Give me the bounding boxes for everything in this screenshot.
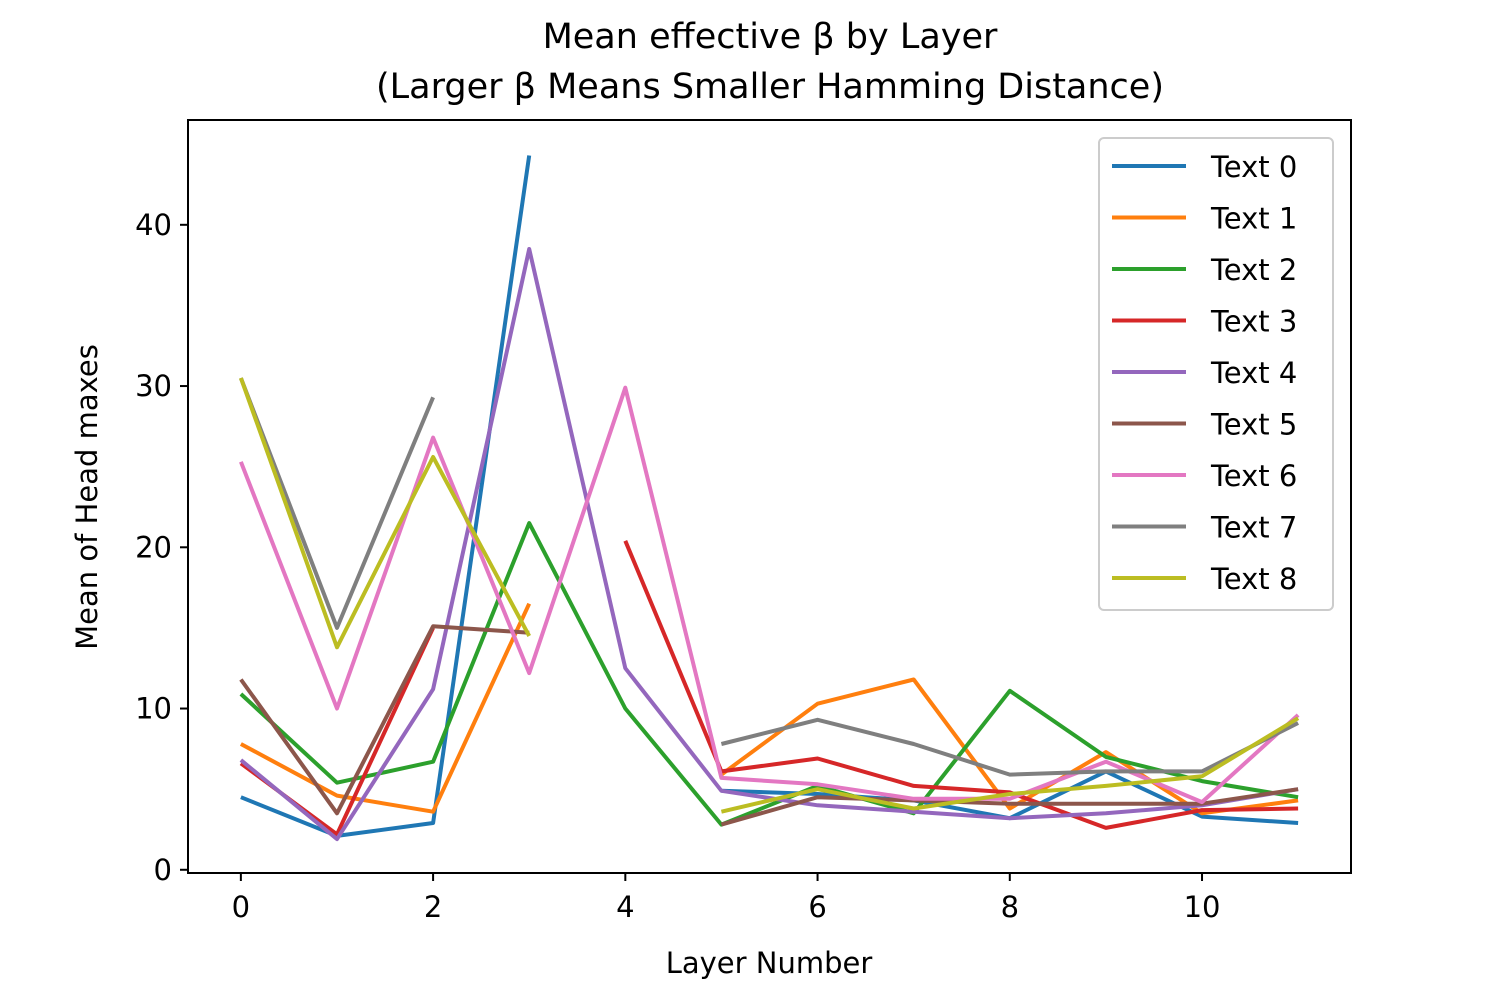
legend-box — [1098, 137, 1334, 611]
legend-item: Text 3 — [1112, 305, 1297, 339]
y-tick-label: 40 — [135, 208, 172, 242]
x-tick-label: 8 — [1001, 890, 1019, 924]
chart-title-line-2: (Larger β Means Smaller Hamming Distance… — [376, 67, 1164, 107]
legend-label: Text 4 — [1210, 356, 1297, 390]
series-text-1 — [239, 602, 1299, 816]
legend-item: Text 0 — [1112, 150, 1297, 184]
chart-title: Mean effective β by Layer (Larger β Mean… — [376, 17, 1164, 107]
legend-item: Text 5 — [1112, 408, 1297, 442]
series-line — [239, 377, 1299, 777]
legend-label: Text 8 — [1210, 562, 1297, 596]
series-text-5 — [239, 624, 1299, 827]
x-axis-label: Layer Number — [666, 946, 873, 980]
y-tick-label: 30 — [135, 369, 172, 403]
chart-title-line-1: Mean effective β by Layer — [543, 17, 998, 57]
series-text-7 — [239, 377, 1299, 777]
series-line — [239, 624, 1299, 827]
y-tick-label: 0 — [154, 853, 172, 887]
legend-label: Text 3 — [1210, 305, 1297, 339]
legend-label: Text 2 — [1210, 253, 1297, 287]
y-tick-label: 20 — [135, 530, 172, 564]
series-line — [239, 602, 1299, 816]
legend-label: Text 0 — [1210, 150, 1297, 184]
legend-label: Text 1 — [1210, 202, 1297, 236]
y-axis: 0 10 20 30 40 — [135, 208, 188, 887]
series-line — [239, 385, 1300, 805]
series-text-4 — [239, 247, 1299, 842]
series-line — [239, 247, 1299, 842]
legend-item: Text 1 — [1112, 202, 1297, 236]
x-tick-label: 10 — [1184, 890, 1221, 924]
legend-item: Text 4 — [1112, 356, 1297, 390]
x-tick-label: 4 — [616, 890, 634, 924]
series-line — [239, 521, 1299, 827]
x-tick-label: 0 — [232, 890, 250, 924]
x-tick-label: 2 — [424, 890, 442, 924]
series-text-8 — [239, 377, 1300, 814]
legend-item: Text 7 — [1112, 511, 1297, 545]
legend-label: Text 6 — [1210, 459, 1297, 493]
series-layer — [239, 155, 1300, 842]
legend-label: Text 5 — [1210, 408, 1297, 442]
legend-label: Text 7 — [1210, 511, 1297, 545]
legend-item: Text 8 — [1112, 562, 1297, 596]
legend: Text 0 Text 1 Text 2 Text 3 Text 4 Text 5 Text… — [1098, 137, 1334, 611]
legend-item: Text 2 — [1112, 253, 1297, 287]
y-tick-label: 10 — [135, 692, 172, 726]
legend-item: Text 6 — [1112, 459, 1297, 493]
series-text-6 — [239, 385, 1300, 805]
x-tick-label: 6 — [808, 890, 826, 924]
plot-frame — [187, 119, 1352, 874]
series-text-2 — [239, 521, 1299, 827]
x-axis: 0 2 4 6 8 10 — [232, 873, 1221, 924]
series-line — [239, 377, 1300, 814]
y-axis-label: Mean of Head maxes — [70, 344, 104, 650]
